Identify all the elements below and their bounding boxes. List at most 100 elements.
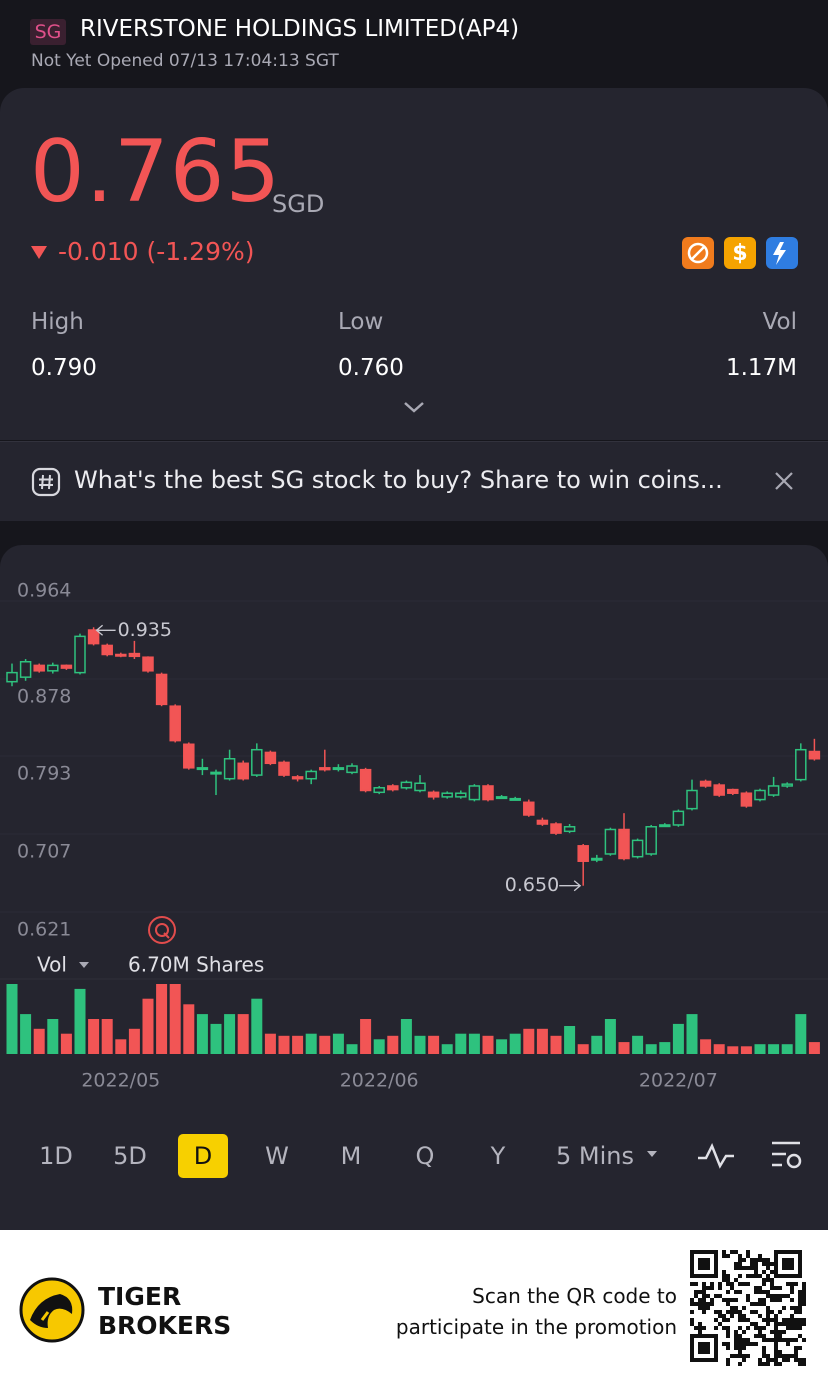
chart-card (0, 545, 828, 1230)
qr-cell (738, 1266, 742, 1270)
qr-cell (758, 1290, 762, 1294)
qr-cell (694, 1326, 698, 1330)
qr-cell (798, 1302, 802, 1306)
qr-cell (798, 1290, 802, 1294)
qr-cell (738, 1318, 742, 1322)
qr-cell (794, 1282, 798, 1286)
qr-cell (790, 1286, 794, 1290)
qr-cell (786, 1326, 790, 1330)
qr-cell (694, 1302, 698, 1306)
promo-banner[interactable] (0, 441, 828, 521)
qr-cell (766, 1362, 770, 1366)
qr-cell (746, 1250, 750, 1254)
volume-bar (659, 1042, 671, 1054)
indicator-icon[interactable] (698, 1142, 734, 1169)
qr-cell (766, 1358, 770, 1362)
qr-cell (738, 1342, 742, 1346)
period-tab[interactable]: 5D (113, 1142, 147, 1170)
qr-cell (794, 1350, 798, 1354)
period-tab[interactable]: Q (416, 1142, 435, 1170)
qr-cell (738, 1350, 742, 1354)
event-marker (148, 916, 176, 944)
qr-cell (790, 1318, 794, 1322)
qr-cell (718, 1294, 722, 1298)
svg-text:$: $ (732, 241, 747, 266)
x-tick-label: 2022/06 (340, 1070, 419, 1092)
volume-bar (455, 1033, 467, 1054)
qr-cell (794, 1310, 798, 1314)
qr-cell (750, 1322, 754, 1326)
qr-cell (758, 1298, 762, 1302)
qr-cell (702, 1302, 706, 1306)
period-tab[interactable]: 1D (39, 1142, 73, 1170)
x-tick-label: 2022/07 (639, 1070, 718, 1092)
qr-cell (770, 1338, 774, 1342)
qr-cell (754, 1274, 758, 1278)
qr-cell (798, 1334, 802, 1338)
qr-cell (754, 1270, 758, 1274)
qr-cell (794, 1338, 798, 1342)
qr-cell (798, 1318, 802, 1322)
period-tab[interactable]: M (341, 1142, 362, 1170)
volume-bar (88, 1019, 100, 1054)
volume-bar (33, 1028, 45, 1054)
qr-cell (802, 1298, 806, 1302)
period-tab[interactable]: 5 Mins (556, 1142, 634, 1170)
qr-cell (770, 1318, 774, 1322)
qr-cell (694, 1294, 698, 1298)
qr-finder (690, 1334, 718, 1362)
qr-cell (690, 1318, 694, 1322)
candle-body (291, 776, 304, 780)
qr-cell (794, 1346, 798, 1350)
qr-cell (726, 1282, 730, 1286)
qr-cell (802, 1286, 806, 1290)
qr-cell (778, 1362, 782, 1366)
qr-cell (734, 1338, 738, 1342)
period-tab[interactable]: W (265, 1142, 289, 1170)
qr-cell (726, 1310, 730, 1314)
qr-cell (794, 1354, 798, 1358)
qr-cell (754, 1266, 758, 1270)
qr-cell (802, 1318, 806, 1322)
qr-finder (690, 1250, 718, 1278)
qr-cell (746, 1338, 750, 1342)
qr-cell (762, 1282, 766, 1286)
close-button[interactable] (774, 471, 794, 491)
qr-cell (782, 1330, 786, 1334)
qr-cell (742, 1354, 746, 1358)
x-tick-label: 2022/05 (81, 1070, 160, 1092)
price: 0.765 (30, 122, 282, 222)
qr-cell (726, 1326, 730, 1330)
qr-cell (762, 1290, 766, 1294)
qr-cell (746, 1318, 750, 1322)
qr-cell (802, 1282, 806, 1286)
qr-cell (714, 1294, 718, 1298)
qr-cell (734, 1354, 738, 1358)
qr-cell (698, 1330, 702, 1334)
candle-body (359, 768, 372, 792)
down-arrow (31, 246, 47, 259)
qr-cell (742, 1338, 746, 1342)
qr-cell (790, 1306, 794, 1310)
qr-cell (722, 1250, 726, 1254)
qr-cell (738, 1282, 742, 1286)
expand-chevron[interactable] (403, 400, 425, 414)
qr-cell (758, 1302, 762, 1306)
volume-bar (6, 984, 18, 1054)
qr-cell (742, 1258, 746, 1262)
period-tab[interactable]: Y (490, 1142, 506, 1170)
qr-cell (758, 1326, 762, 1330)
qr-cell (754, 1322, 758, 1326)
volume-dropdown (79, 962, 89, 968)
currency: SGD (272, 190, 325, 218)
settings-icon[interactable] (772, 1141, 800, 1167)
period-tab[interactable]: D (194, 1142, 212, 1170)
candle-body (808, 750, 821, 760)
qr-cell (690, 1282, 694, 1286)
volume-bar (305, 1033, 317, 1054)
qr-cell (762, 1350, 766, 1354)
qr-cell (766, 1318, 770, 1322)
candle-body (672, 810, 685, 826)
qr-cell (790, 1338, 794, 1342)
qr-cell (690, 1298, 694, 1302)
